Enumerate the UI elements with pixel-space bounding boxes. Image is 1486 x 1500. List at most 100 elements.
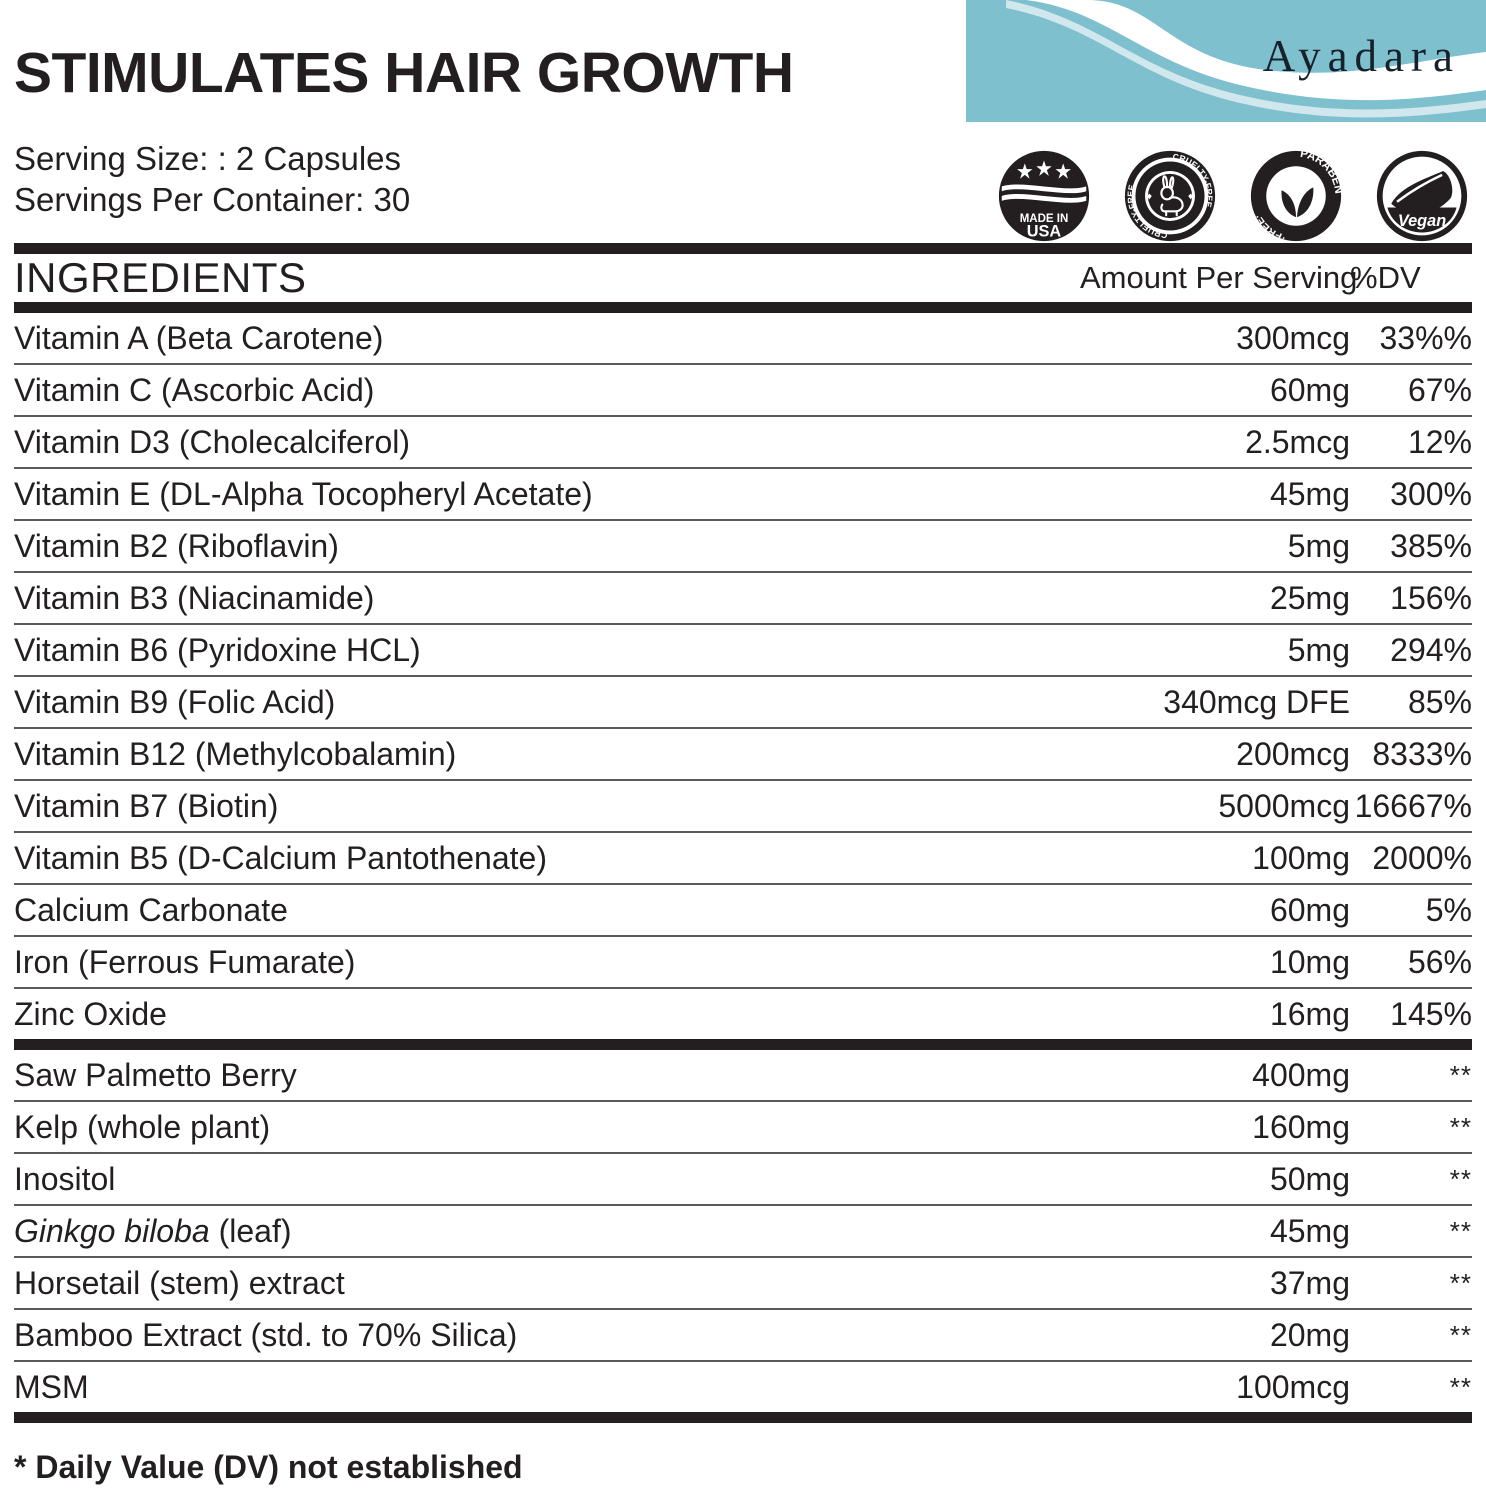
ingredient-amount: 5mg xyxy=(1080,520,1350,573)
vitamins-minerals-table: Vitamin A (Beta Carotene) 300mcg 33%% Vitam… xyxy=(14,313,1472,1039)
divider-top-thick xyxy=(14,243,1472,254)
ingredient-daily-value: ** xyxy=(1350,1101,1472,1154)
ingredient-name: Vitamin E (DL-Alpha Tocopheryl Acetate) xyxy=(14,468,1080,521)
ingredient-name: Kelp (whole plant) xyxy=(14,1101,1080,1154)
table-row: Vitamin B9 (Folic Acid) 340mcg DFE 85% xyxy=(14,676,1472,729)
ingredient-name: Vitamin B3 (Niacinamide) xyxy=(14,572,1080,625)
ingredient-name: Vitamin B6 (Pyridoxine HCL) xyxy=(14,624,1080,677)
serving-size: Serving Size: : 2 Capsules xyxy=(14,139,402,177)
ingredient-name: Iron (Ferrous Fumarate) xyxy=(14,936,1080,989)
table-row: Zinc Oxide 16mg 145% xyxy=(14,988,1472,1039)
table-row: Vitamin B6 (Pyridoxine HCL) 5mg 294% xyxy=(14,624,1472,677)
ingredient-name: Saw Palmetto Berry xyxy=(14,1050,1080,1102)
table-row: Vitamin B12 (Methylcobalamin) 200mcg 8333% xyxy=(14,728,1472,781)
vitamins-minerals-body: Vitamin A (Beta Carotene) 300mcg 33%% Vitam… xyxy=(14,313,1472,1039)
table-row: Vitamin E (DL-Alpha Tocopheryl Acetate) 4… xyxy=(14,468,1472,521)
ingredient-daily-value: 294% xyxy=(1350,624,1472,677)
ingredient-amount: 200mcg xyxy=(1080,728,1350,781)
column-header-ingredients: INGREDIENTS xyxy=(14,254,307,301)
ingredient-name: Ginkgo biloba (leaf) xyxy=(14,1205,1080,1258)
ingredient-amount: 400mg xyxy=(1080,1050,1350,1102)
ingredient-daily-value: 8333% xyxy=(1350,728,1472,781)
ingredient-name: Vitamin B9 (Folic Acid) xyxy=(14,676,1080,729)
ingredient-daily-value: 300% xyxy=(1350,468,1472,521)
table-row: Vitamin D3 (Cholecalciferol) 2.5mcg 12% xyxy=(14,416,1472,469)
ingredient-name: Vitamin B2 (Riboflavin) xyxy=(14,520,1080,573)
ingredient-daily-value: ** xyxy=(1449,1372,1472,1402)
ingredient-daily-value: ** xyxy=(1350,1257,1472,1310)
svg-text:MADE IN: MADE IN xyxy=(1020,213,1069,225)
svg-text:Vegan: Vegan xyxy=(1398,212,1446,230)
table-row: Vitamin C (Ascorbic Acid) 60mg 67% xyxy=(14,364,1472,417)
ingredient-name: Vitamin B5 (D-Calcium Pantothenate) xyxy=(14,832,1080,885)
ingredient-name: Vitamin C (Ascorbic Acid) xyxy=(14,364,1080,417)
ingredient-amount: 37mg xyxy=(1080,1257,1350,1310)
column-header-dv: %DV xyxy=(1350,260,1421,295)
supplement-facts-table: INGREDIENTS Amount Per Serving %DV Vitam… xyxy=(14,243,1472,1486)
ingredient-daily-value: 12% xyxy=(1350,416,1472,469)
ingredient-amount: 100mcg xyxy=(1236,1369,1350,1405)
ingredient-amount: 20mg xyxy=(1080,1309,1350,1362)
botanicals-table: Saw Palmetto Berry 400mg ** Kelp (whole pla… xyxy=(14,1050,1472,1412)
ingredient-name: Bamboo Extract (std. to 70% Silica) xyxy=(14,1309,1080,1362)
certification-badges: MADE IN USA CRUELTY-FREE CRUELTY-FREE xyxy=(996,148,1470,244)
made-in-usa-badge-icon: MADE IN USA xyxy=(998,150,1090,242)
ingredient-name: MSM xyxy=(14,1369,89,1405)
ingredient-amount: 10mg xyxy=(1080,936,1350,989)
ingredient-daily-value: 67% xyxy=(1350,364,1472,417)
ingredient-name: Zinc Oxide xyxy=(14,996,167,1032)
ingredient-amount: 50mg xyxy=(1080,1153,1350,1206)
ingredient-amount: 45mg xyxy=(1080,468,1350,521)
table-row: Vitamin B5 (D-Calcium Pantothenate) 100mg… xyxy=(14,832,1472,885)
table-header-row: INGREDIENTS Amount Per Serving %DV xyxy=(14,254,1472,302)
ingredient-daily-value: 385% xyxy=(1350,520,1472,573)
botanicals-body: Saw Palmetto Berry 400mg ** Kelp (whole pla… xyxy=(14,1050,1472,1412)
table-row: Vitamin B2 (Riboflavin) 5mg 385% xyxy=(14,520,1472,573)
paraben-free-badge-icon: PARABEN ·FREE· xyxy=(1250,148,1344,244)
divider-header-thick xyxy=(14,302,1472,313)
table-row: Iron (Ferrous Fumarate) 10mg 56% xyxy=(14,936,1472,989)
ingredient-daily-value: 156% xyxy=(1350,572,1472,625)
ingredient-amount: 2.5mcg xyxy=(1080,416,1350,469)
table-row: Horsetail (stem) extract 37mg ** xyxy=(14,1257,1472,1310)
table-row: Calcium Carbonate 60mg 5% xyxy=(14,884,1472,937)
ingredient-amount: 25mg xyxy=(1080,572,1350,625)
ingredient-name: Calcium Carbonate xyxy=(14,884,1080,937)
ingredient-amount: 300mcg xyxy=(1080,313,1350,365)
table-row: Vitamin B3 (Niacinamide) 25mg 156% xyxy=(14,572,1472,625)
ingredient-daily-value: 85% xyxy=(1350,676,1472,729)
ingredient-amount: 5mg xyxy=(1080,624,1350,677)
ingredient-daily-value: 145% xyxy=(1390,996,1472,1032)
table-row: Ginkgo biloba (leaf) 45mg ** xyxy=(14,1205,1472,1258)
ingredient-daily-value: 56% xyxy=(1350,936,1472,989)
ingredient-daily-value: 16667% xyxy=(1350,780,1472,833)
vegan-badge-icon: Vegan xyxy=(1376,150,1468,242)
ingredient-amount: 100mg xyxy=(1080,832,1350,885)
table-row: Inositol 50mg ** xyxy=(14,1153,1472,1206)
cruelty-free-badge-icon: CRUELTY-FREE CRUELTY-FREE xyxy=(1124,150,1216,242)
ingredient-daily-value: ** xyxy=(1350,1153,1472,1206)
servings-per-container: Servings Per Container: 30 xyxy=(14,181,411,219)
nutrition-table: INGREDIENTS Amount Per Serving %DV xyxy=(14,254,1472,302)
ingredient-name: Horsetail (stem) extract xyxy=(14,1257,1080,1310)
ingredient-amount: 340mcg DFE xyxy=(1080,676,1350,729)
scientific-name: Ginkgo biloba xyxy=(14,1213,210,1249)
ingredient-amount: 160mg xyxy=(1080,1101,1350,1154)
table-row: MSM 100mcg ** xyxy=(14,1361,1472,1412)
ingredient-name: Inositol xyxy=(14,1153,1080,1206)
divider-bottom-thick xyxy=(14,1412,1472,1423)
ingredient-daily-value: 2000% xyxy=(1350,832,1472,885)
table-row: Saw Palmetto Berry 400mg ** xyxy=(14,1050,1472,1102)
ingredient-name: Vitamin D3 (Cholecalciferol) xyxy=(14,416,1080,469)
ingredient-name: Vitamin A (Beta Carotene) xyxy=(14,313,1080,365)
ingredient-amount: 60mg xyxy=(1080,364,1350,417)
page-title: STIMULATES HAIR GROWTH xyxy=(14,41,794,105)
serving-info: Serving Size: : 2 Capsules Servings Per … xyxy=(14,138,1472,221)
ingredient-daily-value: ** xyxy=(1350,1050,1472,1102)
table-row: Vitamin B7 (Biotin) 5000mcg 16667% xyxy=(14,780,1472,833)
footnote-daily-value: * Daily Value (DV) not established xyxy=(14,1449,523,1485)
ingredient-daily-value: ** xyxy=(1350,1205,1472,1258)
table-row: Kelp (whole plant) 160mg ** xyxy=(14,1101,1472,1154)
ingredient-name: Vitamin B12 (Methylcobalamin) xyxy=(14,728,1080,781)
